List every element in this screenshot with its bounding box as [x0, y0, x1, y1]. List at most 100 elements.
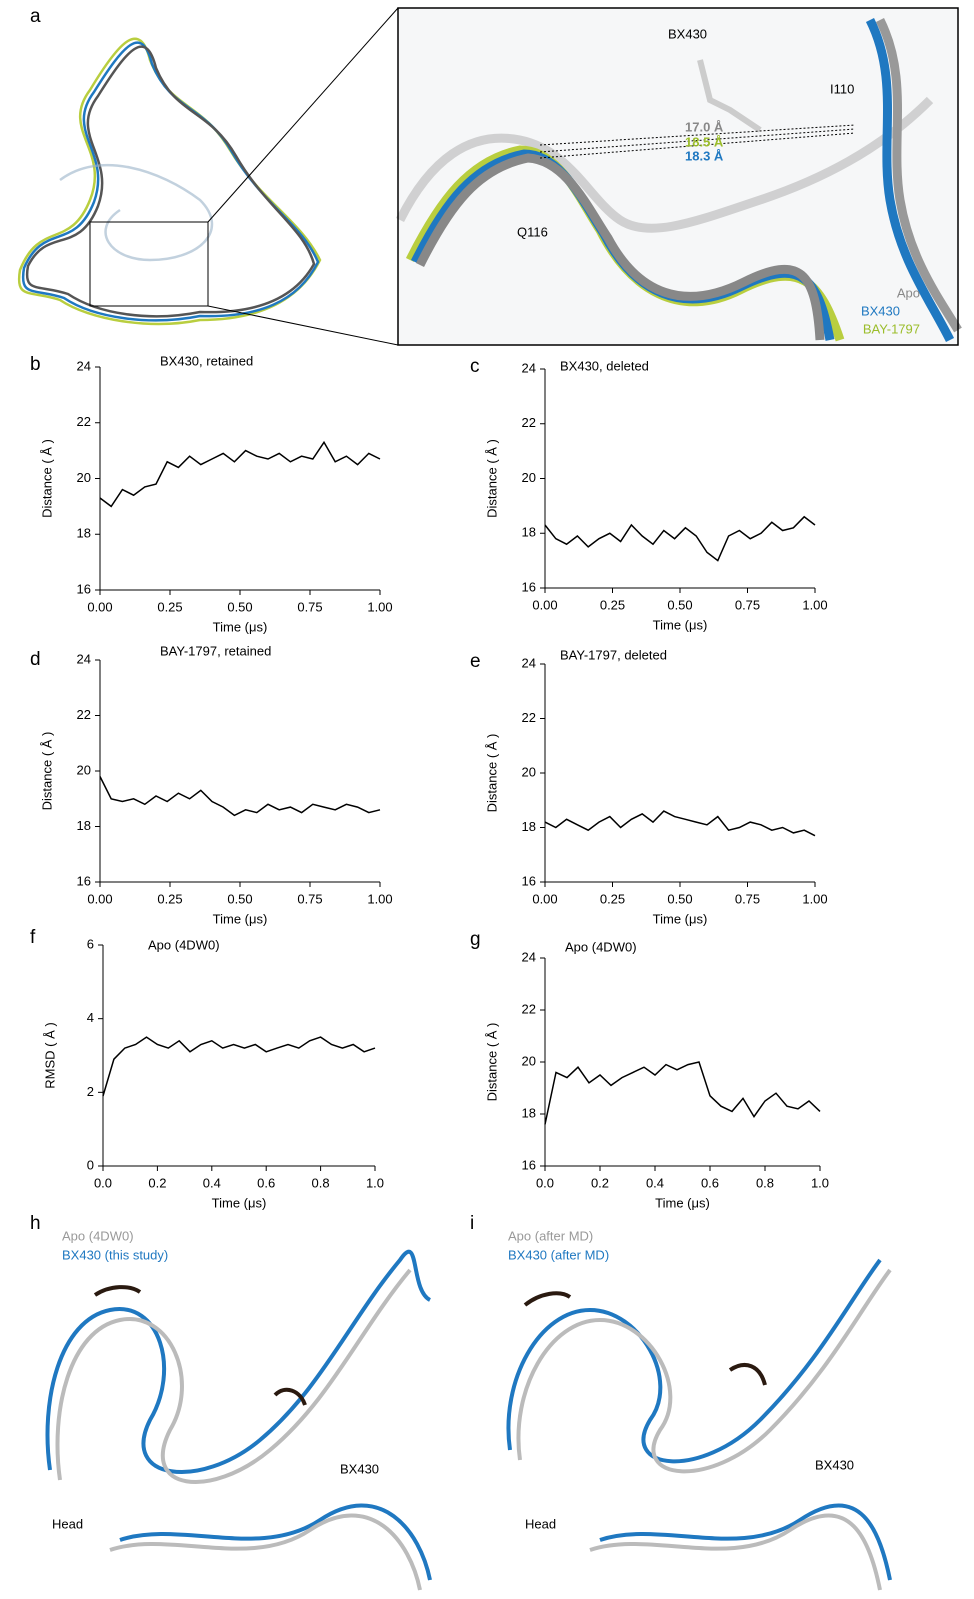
panel-label: d: [30, 649, 41, 670]
data-line: [102, 1036, 376, 1097]
x-axis-label: Time (μs): [653, 911, 708, 926]
x-tick-label: 0.0: [536, 1175, 554, 1190]
panel-label: e: [470, 651, 481, 672]
y-axis-label: Distance ( Å ): [39, 732, 54, 811]
chart-title: BX430, retained: [160, 353, 253, 368]
distance-label: 18.5 Å: [685, 134, 724, 149]
panel-label: a: [30, 6, 41, 27]
chart-title: Apo (4DW0): [565, 939, 637, 954]
distance-line: [539, 124, 856, 146]
region-label: Head: [52, 1516, 83, 1531]
arrow: [523, 1291, 572, 1307]
legend-entry: BX430 (after MD): [508, 1247, 609, 1262]
y-tick-label: 18: [77, 818, 91, 833]
panel-label: c: [470, 356, 480, 377]
x-tick-label: 1.0: [811, 1175, 829, 1190]
y-tick-label: 24: [522, 949, 536, 964]
zoom-box: [89, 221, 209, 307]
legend-entry: Apo: [897, 285, 920, 300]
x-tick-label: 1.00: [802, 597, 827, 612]
residue-label: I110: [830, 81, 854, 96]
y-tick-label: 16: [522, 579, 536, 594]
x-axis-label: Time (μs): [213, 619, 268, 634]
y-tick-label: 16: [77, 581, 91, 596]
distance-line: [539, 128, 856, 153]
ligand-label: BX430: [815, 1457, 854, 1472]
x-axis-label: Time (μs): [655, 1195, 710, 1210]
x-tick-label: 0.2: [591, 1175, 609, 1190]
data-line: [99, 440, 381, 508]
y-axis-label: Distance ( Å ): [484, 1023, 499, 1102]
legend-entry: Apo (4DW0): [62, 1228, 134, 1243]
y-tick-label: 24: [77, 358, 91, 373]
arrow: [728, 1363, 767, 1386]
structure-i: [506, 1258, 892, 1591]
x-tick-label: 0.50: [667, 891, 692, 906]
y-tick-label: 22: [77, 707, 91, 722]
y-tick-label: 20: [77, 762, 91, 777]
x-tick-label: 0.25: [157, 599, 182, 614]
panel-label: h: [30, 1213, 41, 1234]
x-tick-label: 0.75: [297, 599, 322, 614]
y-tick-label: 22: [522, 710, 536, 725]
data-line: [544, 810, 816, 837]
y-axis-label: Distance ( Å ): [39, 439, 54, 518]
panel-label: g: [470, 929, 481, 950]
x-tick-label: 0.50: [667, 597, 692, 612]
structure-overview: [17, 37, 322, 326]
x-tick-label: 0.6: [701, 1175, 719, 1190]
distance-label: 17.0 Å: [685, 119, 724, 134]
x-tick-label: 0.50: [227, 599, 252, 614]
x-tick-label: 0.00: [87, 891, 112, 906]
zoom-line: [207, 7, 399, 223]
region-label: Head: [525, 1516, 556, 1531]
legend-entry: BAY-1797: [863, 321, 920, 336]
x-tick-label: 0.00: [532, 597, 557, 612]
y-axis-label: RMSD ( Å ): [42, 1022, 57, 1088]
structure-h: [45, 1249, 432, 1591]
zoom-line: [207, 305, 399, 346]
y-tick-label: 20: [522, 1053, 536, 1068]
arrow: [273, 1387, 307, 1406]
legend-entry: BX430 (this study): [62, 1247, 168, 1262]
ligand-label: BX430: [340, 1461, 379, 1476]
x-tick-label: 1.0: [366, 1175, 384, 1190]
x-tick-label: 0.75: [735, 891, 760, 906]
y-tick-label: 18: [522, 525, 536, 540]
y-tick-label: 16: [77, 873, 91, 888]
distance-label: 18.3 Å: [685, 148, 724, 163]
y-tick-label: 16: [522, 873, 536, 888]
y-tick-label: 18: [77, 526, 91, 541]
x-tick-label: 0.25: [600, 597, 625, 612]
x-tick-label: 0.2: [148, 1175, 166, 1190]
x-tick-label: 0.8: [756, 1175, 774, 1190]
panel-label: b: [30, 354, 41, 375]
distance-line: [539, 132, 856, 159]
y-tick-label: 0: [87, 1157, 94, 1172]
y-tick-label: 20: [522, 470, 536, 485]
chart-title: Apo (4DW0): [148, 937, 220, 952]
x-tick-label: 0.8: [312, 1175, 330, 1190]
x-axis-label: Time (μs): [212, 1195, 267, 1210]
y-tick-label: 24: [522, 655, 536, 670]
y-tick-label: 22: [522, 1001, 536, 1016]
ligand-label: BX430: [668, 26, 707, 41]
y-tick-label: 20: [77, 470, 91, 485]
y-tick-label: 24: [77, 651, 91, 666]
x-tick-label: 0.25: [157, 891, 182, 906]
legend-entry: Apo (after MD): [508, 1228, 593, 1243]
chart-title: BAY-1797, deleted: [560, 647, 667, 662]
x-tick-label: 0.00: [87, 599, 112, 614]
x-tick-label: 0.0: [94, 1175, 112, 1190]
data-line: [544, 1061, 821, 1125]
y-tick-label: 22: [522, 415, 536, 430]
y-tick-label: 20: [522, 764, 536, 779]
x-tick-label: 0.25: [600, 891, 625, 906]
x-tick-label: 1.00: [367, 891, 392, 906]
inset-frame: [397, 7, 959, 346]
y-tick-label: 18: [522, 1105, 536, 1120]
data-line: [99, 776, 381, 817]
y-tick-label: 4: [87, 1010, 94, 1025]
